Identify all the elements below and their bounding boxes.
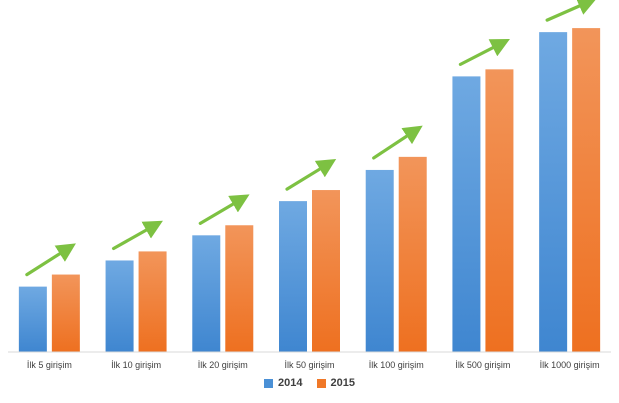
trend-arrow-7 [545,0,597,22]
trend-arrow-3 [198,194,250,225]
legend: 2014 2015 [0,377,619,389]
bar-2015-6 [485,69,514,353]
x-tick-label-5: İlk 100 girişim [369,360,424,370]
legend-item-2015: 2015 [316,377,355,389]
x-tick-labels: İlk 5 girişim İlk 10 girişim İlk 20 girişi… [27,360,600,370]
bar-chart: İlk 5 girişim İlk 10 girişim İlk 20 girişi… [8,0,611,370]
bar-2015-7 [572,28,601,352]
x-tick-label-3: İlk 20 girişim [198,360,248,370]
x-tick-label-4: İlk 50 girişim [284,360,334,370]
trend-arrow-6 [458,38,510,66]
legend-label-2014: 2014 [278,377,303,389]
bar-2014-1 [18,286,47,352]
bars-layer [18,28,601,353]
legend-item-2014: 2014 [264,377,303,389]
trend-arrows-layer [25,0,597,277]
legend-label-2015: 2015 [330,377,355,389]
trend-arrow-1 [25,243,76,277]
bar-2015-3 [225,225,254,352]
bar-2014-3 [192,235,221,352]
bar-2014-7 [539,32,568,352]
bar-2015-1 [51,274,80,352]
bar-2014-6 [452,76,481,352]
bar-2014-5 [365,169,394,352]
trend-arrow-5 [372,125,423,160]
legend-swatch-2014 [264,378,274,388]
x-tick-label-1: İlk 5 girişim [27,360,72,370]
bar-2014-2 [105,260,134,352]
bar-2015-4 [312,190,340,352]
bar-2015-5 [398,156,427,352]
bar-2015-2 [138,251,167,352]
bar-2014-4 [279,201,307,352]
trend-arrow-4 [285,159,337,191]
x-tick-label-7: İlk 1000 girişim [540,360,600,370]
x-tick-label-6: İlk 500 girişim [455,360,510,370]
x-tick-label-2: İlk 10 girişim [111,360,161,370]
trend-arrow-2 [111,220,163,251]
legend-swatch-2015 [316,378,326,388]
